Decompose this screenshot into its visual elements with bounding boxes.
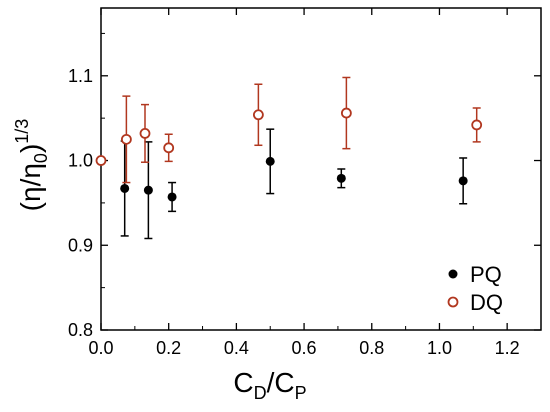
y-title-slash: / bbox=[15, 178, 46, 186]
legend-marker-dq bbox=[447, 296, 459, 308]
x-tick-label: 1.0 bbox=[427, 338, 452, 358]
data-point bbox=[120, 133, 132, 145]
plot-frame bbox=[100, 7, 542, 331]
x-tick-label: 0.8 bbox=[359, 338, 384, 358]
legend: PQ DQ bbox=[447, 262, 503, 315]
series-dq bbox=[95, 76, 483, 184]
x-tick-label: 0.4 bbox=[224, 338, 249, 358]
data-point bbox=[336, 173, 346, 183]
x-title-base2: C bbox=[274, 367, 294, 398]
legend-label-pq: PQ bbox=[470, 262, 502, 287]
y-title-eta: η bbox=[15, 186, 46, 202]
y-title-open: ( bbox=[15, 201, 46, 211]
data-point bbox=[458, 176, 468, 186]
y-axis-title: (η/η0)1/3 bbox=[12, 119, 51, 212]
legend-label-dq: DQ bbox=[470, 290, 503, 315]
data-point bbox=[340, 107, 352, 119]
series-pq bbox=[120, 128, 468, 240]
data-point bbox=[252, 109, 264, 121]
x-axis-title: CD/CP bbox=[233, 367, 306, 403]
x-tick-label: 0.6 bbox=[292, 338, 317, 358]
legend-marker-pq bbox=[448, 269, 458, 279]
data-point bbox=[143, 185, 153, 195]
y-title-close: ) bbox=[15, 144, 46, 153]
x-title-sub2: P bbox=[295, 383, 307, 403]
data-point bbox=[139, 128, 151, 139]
x-tick-label: 1.2 bbox=[495, 338, 520, 358]
x-title-sub1: D bbox=[254, 383, 267, 403]
x-title-slash: / bbox=[267, 367, 275, 398]
x-title-base1: C bbox=[233, 367, 253, 398]
y-title-exponent: 1/3 bbox=[12, 119, 32, 144]
x-axis-ticks bbox=[100, 8, 542, 330]
data-point bbox=[95, 155, 107, 166]
x-tick-label: 0.2 bbox=[156, 338, 181, 358]
data-point bbox=[120, 183, 130, 193]
y-tick-label: 0.8 bbox=[68, 320, 93, 340]
y-title-eta0: η bbox=[15, 163, 46, 179]
y-title-sub0: 0 bbox=[31, 153, 51, 163]
y-tick-label: 1.1 bbox=[68, 66, 93, 86]
x-tick-label: 0.0 bbox=[88, 338, 113, 358]
data-point bbox=[265, 156, 275, 166]
data-point bbox=[167, 192, 177, 202]
y-tick-label: 0.9 bbox=[68, 235, 93, 255]
data-point bbox=[471, 119, 483, 131]
y-axis-tick-labels: 0.8 0.9 1.0 1.1 bbox=[68, 66, 93, 340]
series-layer bbox=[95, 76, 483, 240]
x-axis-tick-labels: 0.0 0.2 0.4 0.6 0.8 1.0 1.2 bbox=[88, 338, 519, 358]
data-point bbox=[163, 142, 175, 154]
y-tick-label: 1.0 bbox=[68, 151, 93, 171]
